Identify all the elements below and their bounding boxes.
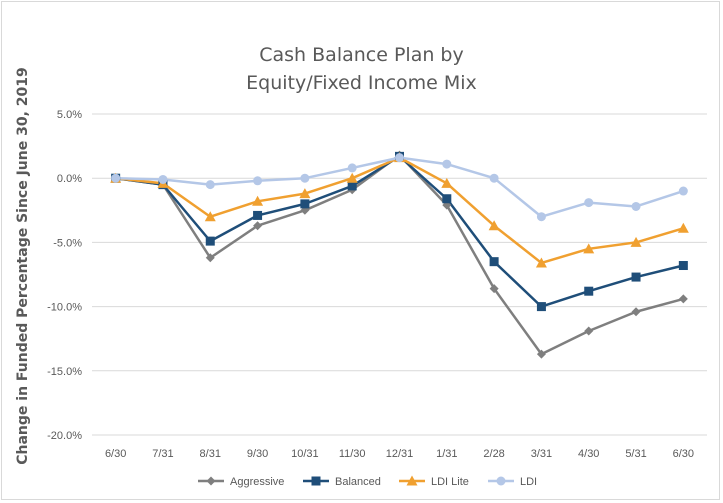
data-point-ldi-lite [346, 172, 358, 183]
legend-label-balanced: Balanced [335, 476, 381, 488]
y-tick-label: -15.0% [47, 366, 82, 378]
data-point-ldi-lite [677, 222, 689, 233]
data-point-ldi [111, 173, 121, 183]
legend-marker-ldi-lite [406, 475, 418, 486]
y-tick-label: -20.0% [47, 430, 82, 442]
data-point-balanced [442, 194, 452, 204]
chart-title-line2: Equity/Fixed Income Mix [246, 72, 477, 94]
data-point-aggressive [631, 307, 641, 317]
x-tick-label: 2/28 [483, 448, 504, 460]
data-point-ldi [300, 173, 310, 183]
data-point-ldi [347, 163, 357, 173]
x-tick-label: 5/31 [625, 448, 646, 460]
data-point-ldi-lite [204, 211, 216, 222]
y-tick-label: 0.0% [57, 173, 82, 185]
data-point-ldi [678, 186, 688, 196]
y-axis-label: Change in Funded Percentage Since June 3… [15, 67, 31, 465]
series-line-aggressive [115, 153, 684, 356]
x-tick-label: 10/31 [291, 448, 319, 460]
data-point-ldi [253, 176, 263, 186]
data-point-ldi [631, 201, 641, 211]
data-point-ldi [158, 174, 168, 184]
x-tick-label: 6/30 [673, 448, 694, 460]
data-point-aggressive [536, 349, 546, 359]
data-point-ldi [489, 173, 499, 183]
legend-marker-ldi [496, 476, 506, 486]
legend-label-aggressive: Aggressive [230, 476, 284, 488]
y-tick-label: -10.0% [47, 302, 82, 314]
x-tick-label: 7/31 [152, 448, 173, 460]
data-point-balanced [347, 181, 357, 191]
data-point-balanced [205, 236, 215, 246]
data-point-ldi-lite [583, 243, 595, 254]
x-tick-label: 6/30 [105, 448, 126, 460]
data-point-balanced [300, 199, 310, 209]
data-point-ldi [205, 180, 215, 190]
data-point-ldi-lite [441, 177, 453, 188]
series-line-ldi-lite [115, 156, 684, 265]
y-tick-label: 5.0% [57, 109, 82, 121]
y-tick-label: -5.0% [53, 237, 82, 249]
data-point-ldi [395, 153, 404, 163]
data-point-aggressive [489, 284, 499, 294]
data-point-ldi-lite [630, 236, 642, 247]
x-tick-label: 3/31 [531, 448, 552, 460]
data-point-ldi [536, 212, 546, 222]
legend-label-ldi-lite: LDI Lite [431, 476, 469, 488]
legend-marker-aggressive [206, 476, 216, 486]
data-point-balanced [584, 286, 594, 296]
data-point-ldi-lite [488, 220, 500, 231]
data-point-aggressive [205, 253, 215, 263]
data-point-balanced [631, 272, 641, 282]
data-point-aggressive [678, 294, 688, 304]
x-tick-label: 12/31 [386, 448, 414, 460]
series-line-balanced [115, 155, 684, 308]
data-point-ldi-lite [252, 195, 264, 206]
legend-marker-balanced [311, 476, 321, 486]
series-line-ldi [115, 156, 684, 218]
data-point-balanced [253, 210, 263, 220]
data-point-ldi [584, 198, 594, 208]
data-point-aggressive [584, 326, 594, 336]
x-tick-label: 11/30 [339, 448, 366, 460]
data-point-aggressive [253, 221, 263, 231]
x-tick-label: 9/30 [247, 448, 268, 460]
data-point-ldi [442, 159, 452, 169]
data-point-balanced [536, 302, 546, 312]
x-tick-label: 4/30 [578, 448, 599, 460]
legend-label-ldi: LDI [520, 476, 537, 488]
chart-title-line1: Cash Balance Plan by [259, 44, 464, 66]
data-point-balanced [489, 257, 499, 267]
x-tick-label: 8/31 [200, 448, 221, 460]
data-point-ldi-lite [299, 188, 311, 199]
data-point-balanced [678, 261, 688, 271]
x-tick-label: 1/31 [436, 448, 457, 460]
data-point-ldi-lite [535, 257, 547, 268]
